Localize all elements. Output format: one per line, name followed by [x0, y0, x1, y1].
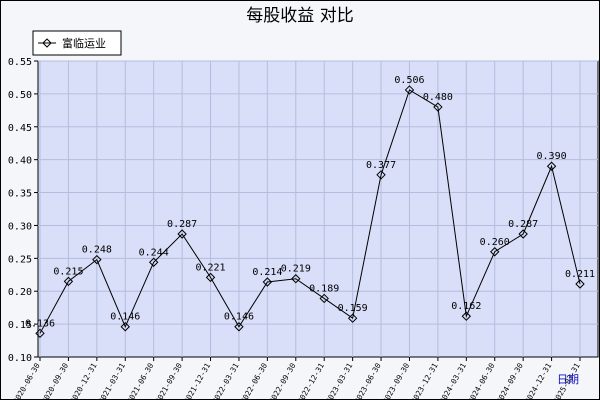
data-label: 0.287: [167, 219, 197, 230]
data-label: 0.287: [508, 219, 538, 230]
data-point-marker: [461, 311, 472, 321]
data-label: 0.159: [338, 303, 368, 314]
x-tick-label: 2020-09-30: [40, 361, 71, 400]
data-label: 0.146: [110, 312, 140, 323]
x-tick-label: 2021-12-31: [182, 362, 212, 400]
data-label: 0.244: [139, 247, 169, 258]
data-point-marker: [120, 322, 130, 332]
data-point-marker: [262, 277, 273, 287]
data-point-marker: [35, 328, 45, 339]
x-tick-label: 2023-12-31: [409, 362, 439, 400]
legend: 富临运业: [32, 30, 122, 56]
data-point-marker: [347, 313, 358, 323]
x-tick-label: 2020-06-30: [11, 361, 42, 400]
data-label: 0.136: [25, 318, 55, 329]
x-tick-label: 2020-12-31: [68, 362, 98, 400]
data-label: 0.260: [480, 237, 510, 248]
data-label: 0.506: [394, 75, 424, 86]
data-point-marker: [518, 229, 528, 239]
data-label: 0.480: [423, 92, 453, 103]
x-tick-label: 2022-09-30: [267, 361, 298, 400]
x-tick-label: 2022-06-30: [239, 361, 270, 400]
x-tick-label: 2021-06-30: [125, 361, 156, 400]
y-tick-label: 0.55: [8, 57, 32, 68]
series-line: [39, 89, 581, 334]
x-axis-ticks: 2020-06-302020-09-302020-12-312021-03-31…: [11, 357, 582, 400]
legend-diamond-marker: [42, 38, 52, 48]
data-point-marker: [291, 274, 301, 284]
y-tick-label: 0.50: [8, 90, 32, 101]
y-tick-label: 0.25: [8, 254, 32, 265]
data-point-marker: [205, 272, 216, 283]
data-point-marker: [319, 293, 329, 304]
data-label: 0.390: [537, 151, 567, 162]
x-tick-label: 2022-12-31: [296, 362, 326, 400]
y-tick-label: 0.10: [8, 353, 32, 364]
data-point-marker: [92, 254, 102, 265]
y-tick-label: 0.35: [8, 189, 32, 200]
data-point-marker: [490, 247, 500, 257]
x-tick-label: 2021-09-30: [153, 361, 184, 400]
y-tick-label: 0.45: [8, 123, 32, 134]
data-label: 0.248: [82, 245, 112, 256]
data-point-marker: [575, 279, 585, 289]
x-tick-label: 2024-12-31: [523, 362, 553, 400]
x-tick-label: 2024-06-30: [466, 361, 497, 400]
chart-title: 每股收益 对比: [246, 6, 353, 26]
data-point-marker: [63, 276, 74, 287]
y-tick-label: 0.20: [8, 287, 32, 298]
data-label: 0.189: [309, 283, 339, 294]
x-tick-label: 2023-03-31: [324, 362, 354, 400]
y-tick-label: 0.40: [8, 156, 32, 167]
data-label: 0.146: [224, 312, 254, 323]
y-tick-label: 0.30: [8, 221, 32, 232]
x-axis-label: 日期: [557, 373, 579, 386]
data-label: 0.221: [195, 262, 225, 273]
data-label: 0.214: [252, 267, 282, 278]
data-label: 0.162: [451, 301, 481, 312]
data-point-marker: [404, 85, 415, 95]
x-tick-label: 2021-03-31: [97, 362, 127, 400]
plot-area: [37, 60, 599, 358]
data-point-marker: [433, 102, 443, 112]
data-point-marker: [177, 229, 187, 239]
data-label: 0.377: [366, 160, 396, 171]
data-label: 0.211: [565, 269, 595, 280]
grid-lines: [38, 60, 598, 357]
x-tick-label: 2024-03-31: [438, 362, 468, 400]
legend-label: 富临运业: [62, 36, 106, 50]
x-tick-label: 2024-09-30: [495, 361, 526, 400]
data-label: 0.215: [53, 266, 83, 277]
y-axis-ticks: 0.10 0.15 0.20 0.25 0.30 0.35 0.40 0.45 0.50 0.55: [8, 57, 38, 364]
x-tick-label: 2023-06-30: [352, 361, 383, 400]
data-point-marker: [376, 170, 386, 180]
data-point-marker: [234, 322, 244, 332]
x-tick-label: 2023-09-30: [381, 361, 412, 400]
series-layer: 0.136 0.215 0.248 0.146 0.244 0.287 0.221 0.146…: [25, 75, 595, 339]
data-label: 0.219: [281, 264, 311, 275]
data-point-marker: [148, 257, 159, 267]
x-tick-label: 2022-03-31: [210, 362, 240, 400]
data-point-marker: [546, 161, 557, 171]
y-tick-label: 0.15: [8, 320, 32, 331]
